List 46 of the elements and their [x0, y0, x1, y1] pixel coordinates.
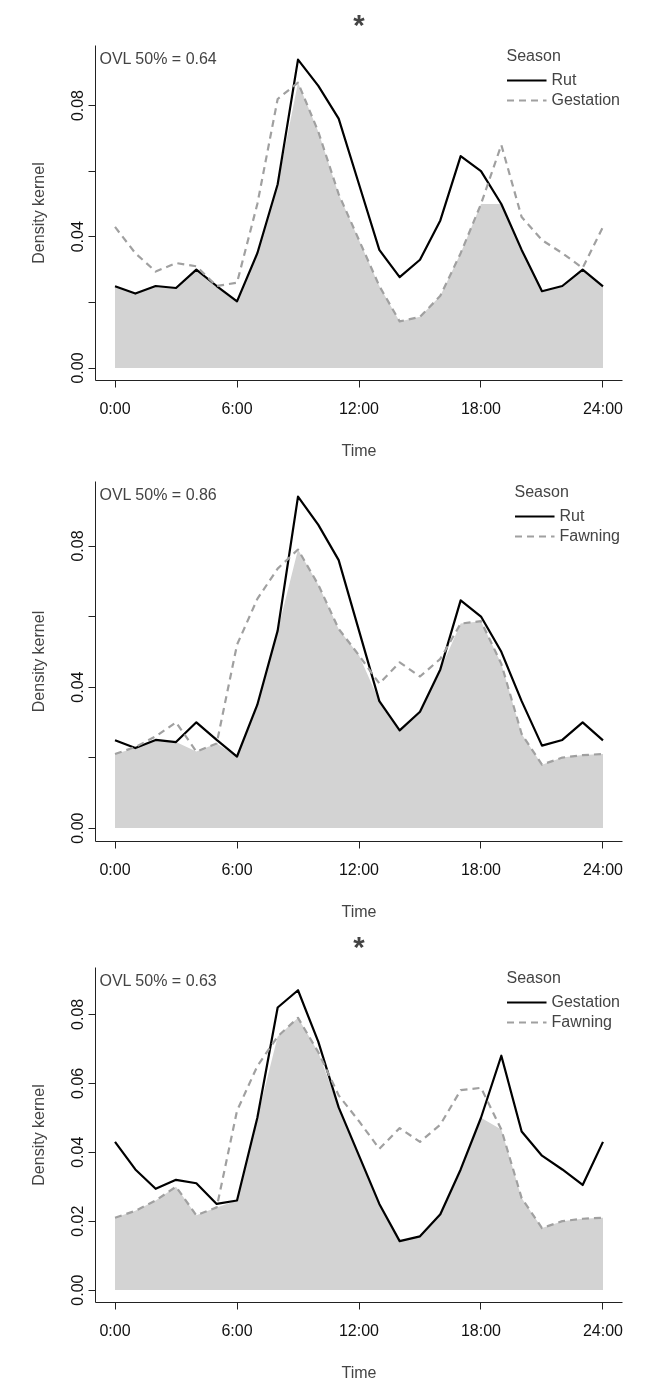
y-axis-title: Density kernel: [29, 610, 47, 713]
x-tick-label: 24:00: [582, 860, 624, 878]
legend-label: Fawning: [551, 1013, 612, 1031]
x-tick-label: 6:00: [221, 1321, 253, 1339]
x-axis-title: Time: [341, 902, 377, 920]
y-tick-label: 0.04: [69, 671, 87, 703]
annotation: OVL 50% = 0.86: [99, 485, 217, 503]
chart-title: *: [353, 929, 366, 963]
x-tick-label: 12:00: [338, 1321, 380, 1339]
x-tick-label: 18:00: [460, 860, 502, 878]
y-tick-label: 0.08: [69, 998, 87, 1030]
chart-title: *: [353, 7, 366, 41]
legend-title: Season: [506, 47, 562, 65]
legend-label: Rut: [551, 71, 577, 89]
x-tick-label: 12:00: [338, 399, 380, 417]
x-tick-label: 0:00: [99, 860, 131, 878]
x-tick-label: 6:00: [221, 399, 253, 417]
x-tick-label: 0:00: [99, 1321, 131, 1339]
annotation: OVL 50% = 0.63: [99, 971, 217, 989]
x-tick-label: 6:00: [221, 860, 253, 878]
y-axis-title: Density kernel: [29, 1084, 47, 1186]
x-tick-label: 18:00: [460, 1321, 502, 1339]
legend-title: Season: [514, 483, 570, 501]
legend-title: Season: [506, 969, 562, 987]
y-tick-label: 0.04: [69, 1136, 87, 1168]
y-tick-label: 0.00: [69, 812, 87, 844]
x-tick-label: 12:00: [338, 860, 380, 878]
y-tick-label: 0.04: [69, 221, 87, 253]
y-tick-label: 0.00: [69, 1274, 87, 1306]
x-tick-label: 24:00: [582, 399, 624, 417]
y-tick-label: 0.08: [69, 530, 87, 562]
y-axis-title: Density kernel: [29, 162, 47, 264]
x-tick-label: 18:00: [460, 399, 502, 417]
x-tick-label: 24:00: [582, 1321, 624, 1339]
y-tick-label: 0.08: [69, 89, 87, 122]
x-axis-title: Time: [341, 441, 377, 459]
x-tick-label: 0:00: [99, 399, 131, 417]
y-tick-label: 0.00: [69, 352, 87, 384]
x-axis-title: Time: [341, 1363, 377, 1381]
y-tick-label: 0.02: [69, 1205, 87, 1237]
legend-label: Fawning: [559, 527, 620, 545]
annotation: OVL 50% = 0.64: [99, 49, 217, 67]
y-tick-label: 0.06: [69, 1067, 87, 1099]
legend-label: Gestation: [551, 91, 620, 109]
legend-label: Gestation: [551, 993, 620, 1011]
legend-label: Rut: [559, 507, 585, 525]
